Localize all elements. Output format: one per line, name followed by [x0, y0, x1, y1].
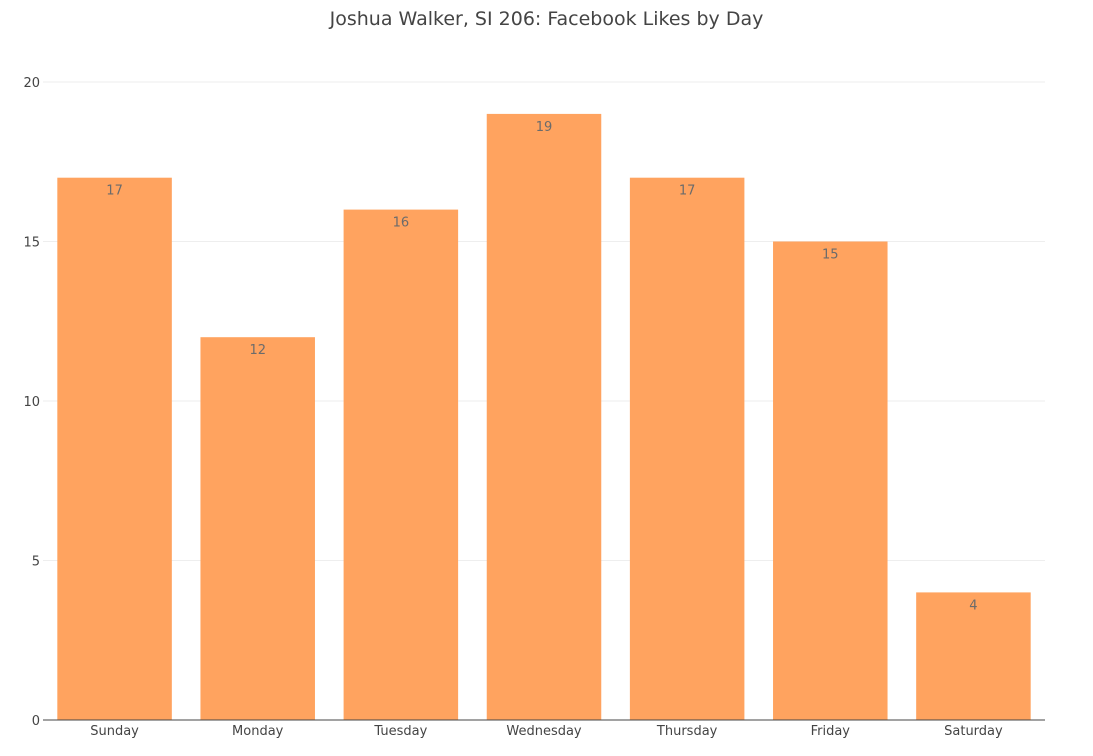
bar-value-label: 4 [969, 598, 977, 613]
y-tick-label: 5 [32, 555, 40, 570]
bar-tuesday [343, 209, 459, 720]
x-tick-label: Wednesday [506, 724, 582, 739]
bar-friday [773, 241, 888, 720]
y-tick-label: 10 [23, 395, 40, 410]
bar-thursday [629, 177, 745, 720]
y-axis-ticks: 0 5 10 15 20 [23, 76, 40, 729]
x-tick-label: Monday [232, 724, 284, 739]
bar-value-labels: 17 12 16 19 17 15 4 [106, 120, 977, 614]
y-tick-label: 15 [23, 236, 40, 251]
bar-sunday [57, 177, 172, 720]
bar-value-label: 16 [393, 216, 410, 231]
bar-value-label: 19 [536, 120, 553, 135]
x-axis-ticks: Sunday Monday Tuesday Wednesday Thursday Frid… [90, 724, 1003, 739]
x-tick-label: Thursday [656, 724, 718, 739]
y-tick-label: 0 [32, 714, 40, 729]
y-tick-label: 20 [23, 76, 40, 91]
bar-value-label: 12 [249, 343, 266, 358]
bar-saturday [916, 592, 1031, 720]
bar-value-label: 17 [106, 184, 123, 199]
x-tick-label: Sunday [90, 724, 139, 739]
bar-wednesday [486, 113, 602, 720]
x-tick-label: Saturday [944, 724, 1003, 739]
chart-title: Joshua Walker, SI 206: Facebook Likes by… [329, 8, 764, 30]
x-tick-label: Tuesday [373, 724, 427, 739]
bar-monday [200, 337, 315, 720]
x-tick-label: Friday [811, 724, 851, 739]
bar-value-label: 15 [822, 248, 839, 263]
bar-value-label: 17 [679, 184, 696, 199]
bars [57, 113, 1031, 720]
